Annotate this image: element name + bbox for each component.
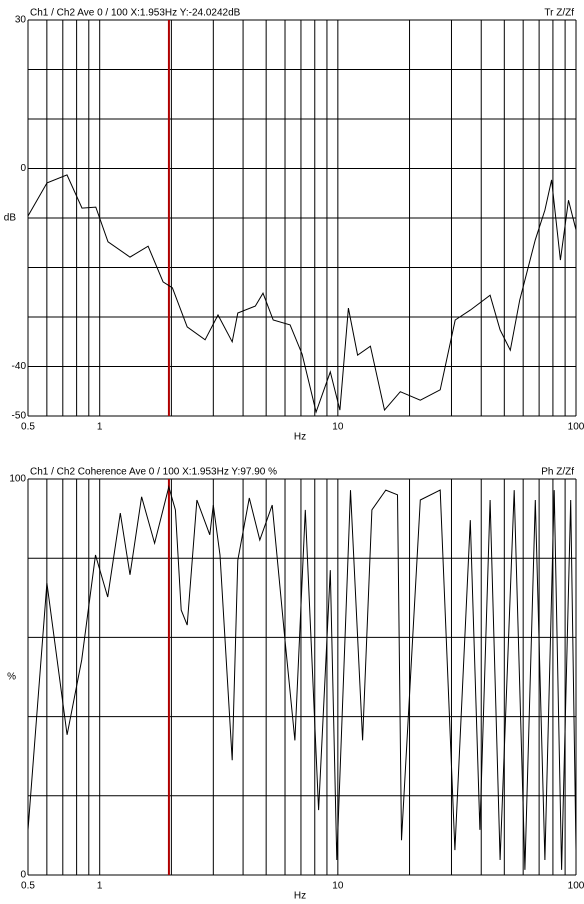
x-tick-label: 1 [97, 422, 103, 433]
corner-label: Ph Z/Zf [541, 467, 574, 478]
y-tick-label: -40 [12, 361, 27, 372]
y-axis-label: % [7, 672, 16, 683]
y-tick-label: 100 [9, 474, 26, 485]
y-tick-label: 0 [20, 163, 26, 174]
x-tick-label: 1 [97, 881, 103, 892]
x-tick-label: 10 [332, 422, 344, 433]
corner-label: Tr Z/Zf [544, 8, 574, 19]
chart-title: Ch1 / Ch2 Ave 0 / 100 X:1.953Hz Y:-24.02… [30, 8, 241, 19]
x-axis-label: Hz [294, 891, 306, 902]
y-tick-label: 30 [15, 15, 27, 26]
chart-title: Ch1 / Ch2 Coherence Ave 0 / 100 X:1.953H… [30, 467, 277, 478]
data-line [27, 484, 577, 870]
x-tick-label: 0.5 [21, 881, 35, 892]
y-tick-label: -50 [12, 411, 27, 422]
y-axis-label: dB [4, 213, 17, 224]
x-tick-label: 0.5 [21, 422, 35, 433]
x-tick-label: 10 [332, 881, 344, 892]
y-tick-label: 0 [20, 870, 26, 881]
x-tick-label: 100 [568, 422, 584, 433]
x-axis-label: Hz [294, 432, 306, 443]
data-line [27, 174, 577, 414]
x-tick-label: 100 [568, 881, 584, 892]
